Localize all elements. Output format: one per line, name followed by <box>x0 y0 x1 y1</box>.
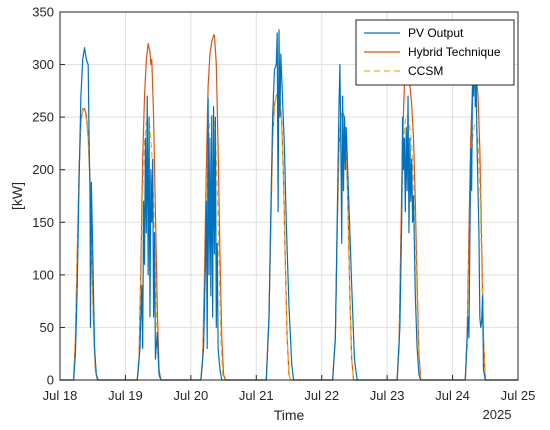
series-line-ccsm <box>60 93 518 381</box>
legend: PV Output Hybrid Technique CCSM <box>355 19 515 86</box>
series-line-pv-output <box>60 29 518 381</box>
x-tick-label: Jul 23 <box>370 388 405 403</box>
x-axis: Jul 18 Jul 19 Jul 20 Jul 21 Jul 22 Jul 23 Jul … <box>43 375 536 403</box>
y-axis: 0 50 100 150 200 250 300 350 <box>32 5 65 388</box>
x-tick-label: Jul 25 <box>501 388 536 403</box>
x-tick-label: Jul 22 <box>304 388 339 403</box>
x-tick-label: Jul 24 <box>435 388 470 403</box>
y-tick-label: 150 <box>32 215 54 230</box>
legend-entry: Hybrid Technique <box>408 45 501 59</box>
y-tick-label: 250 <box>32 110 54 125</box>
y-tick-label: 350 <box>32 5 54 20</box>
y-tick-label: 100 <box>32 267 54 282</box>
y-axis-label: [kW] <box>9 182 25 210</box>
y-tick-label: 300 <box>32 57 54 72</box>
legend-entry: PV Output <box>408 26 464 40</box>
y-tick-label: 200 <box>32 162 54 177</box>
legend-entry: CCSM <box>408 64 443 78</box>
x-tick-label: Jul 21 <box>239 388 274 403</box>
plot-frame <box>59 11 519 381</box>
series-layer <box>60 29 518 381</box>
y-tick-label: 50 <box>40 320 54 335</box>
x-tick-label: Jul 19 <box>108 388 143 403</box>
year-label: 2025 <box>483 407 512 422</box>
x-axis-label: Time <box>274 407 305 423</box>
x-tick-label: Jul 18 <box>43 388 78 403</box>
y-tick-label: 0 <box>47 373 54 388</box>
x-tick-label: Jul 20 <box>174 388 209 403</box>
